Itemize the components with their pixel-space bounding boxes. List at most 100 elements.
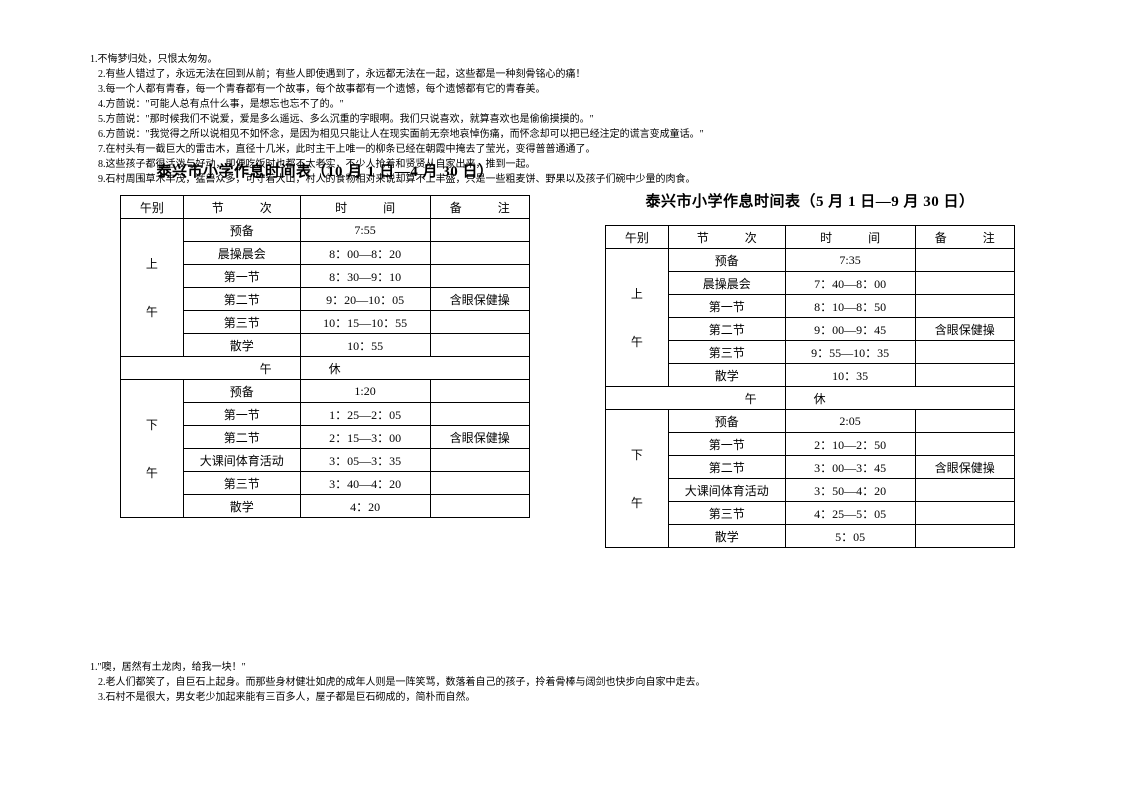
- cell-time: 10：15—10：55: [300, 311, 430, 334]
- hdr-period: 午别: [121, 196, 184, 219]
- cell-remark: [430, 449, 529, 472]
- hdr-section: 节 次: [668, 226, 785, 249]
- cell-remark: 含眼保健操: [430, 288, 529, 311]
- table-row: 上午 预备 7:35: [606, 249, 1015, 272]
- cell-remark: [430, 311, 529, 334]
- table-header-row: 午别 节 次 时 间 备 注: [121, 196, 530, 219]
- cell-remark: [915, 364, 1014, 387]
- noon-break-row: 午 休: [606, 387, 1015, 410]
- hdr-remark: 备 注: [430, 196, 529, 219]
- cell-section: 预备: [183, 380, 300, 403]
- cell-section: 第一节: [668, 433, 785, 456]
- period-morning: 上午: [121, 219, 184, 357]
- cell-section: 预备: [668, 410, 785, 433]
- cell-time: 4：25—5：05: [785, 502, 915, 525]
- cell-time: 3：50—4：20: [785, 479, 915, 502]
- note-line: 3.每一个人都有青春，每一个青春都有一个故事，每个故事都有一个遗憾，每个遗憾都有…: [90, 82, 704, 97]
- cell-section: 第二节: [668, 456, 785, 479]
- note-line: 3.石村不是很大，男女老少加起来能有三百多人，屋子都是巨石砌成的，简朴而自然。: [90, 690, 706, 705]
- cell-remark: [915, 410, 1014, 433]
- noon-left: 午: [606, 387, 786, 410]
- cell-time: 9：00—9：45: [785, 318, 915, 341]
- schedule-summer: 泰兴市小学作息时间表（5 月 1 日—9 月 30 日） 午别 节 次 时 间 …: [605, 190, 1015, 548]
- cell-section: 第三节: [183, 472, 300, 495]
- note-line: 5.方茴说："那时候我们不说爱，爱是多么遥远、多么沉重的字眼啊。我们只说喜欢，就…: [90, 112, 704, 127]
- cell-time: 2：15—3：00: [300, 426, 430, 449]
- noon-left: 午: [121, 357, 301, 380]
- cell-remark: [915, 433, 1014, 456]
- cell-section: 预备: [668, 249, 785, 272]
- cell-remark: 含眼保健操: [915, 456, 1014, 479]
- noon-break-row: 午 休: [121, 357, 530, 380]
- table-row: 上午 预备 7:55: [121, 219, 530, 242]
- cell-time: 7:55: [300, 219, 430, 242]
- schedule-table: 午别 节 次 时 间 备 注 上午 预备 7:35 晨操晨会 7：40—8：00…: [605, 225, 1015, 548]
- cell-time: 8：00—8：20: [300, 242, 430, 265]
- cell-section: 第三节: [183, 311, 300, 334]
- hdr-period: 午别: [606, 226, 669, 249]
- hdr-remark: 备 注: [915, 226, 1014, 249]
- cell-remark: [430, 242, 529, 265]
- cell-section: 第三节: [668, 341, 785, 364]
- cell-section: 大课间体育活动: [183, 449, 300, 472]
- cell-time: 8：10—8：50: [785, 295, 915, 318]
- cell-time: 2：10—2：50: [785, 433, 915, 456]
- cell-time: 9：20—10：05: [300, 288, 430, 311]
- cell-time: 5：05: [785, 525, 915, 548]
- cell-time: 3：05—3：35: [300, 449, 430, 472]
- cell-section: 晨操晨会: [183, 242, 300, 265]
- cell-section: 散学: [668, 364, 785, 387]
- period-morning: 上午: [606, 249, 669, 387]
- cell-section: 第二节: [183, 426, 300, 449]
- schedule-winter: 泰兴市小学作息时间表（10 月 1 日—4 月 30 日） 午别 节 次 时 间…: [120, 160, 530, 518]
- cell-section: 第二节: [668, 318, 785, 341]
- bottom-notes: 1."噢，居然有土龙肉，给我一块！" 2.老人们都笑了，自巨石上起身。而那些身材…: [90, 660, 706, 705]
- table-row: 下午 预备 1:20: [121, 380, 530, 403]
- cell-remark: [430, 472, 529, 495]
- schedule-title: 泰兴市小学作息时间表（5 月 1 日—9 月 30 日）: [605, 190, 1015, 225]
- note-line: 2.老人们都笑了，自巨石上起身。而那些身材健壮如虎的成年人则是一阵笑骂，数落着自…: [90, 675, 706, 690]
- period-afternoon: 下午: [606, 410, 669, 548]
- period-afternoon: 下午: [121, 380, 184, 518]
- cell-time: 3：00—3：45: [785, 456, 915, 479]
- cell-section: 第一节: [183, 403, 300, 426]
- cell-time: 1:20: [300, 380, 430, 403]
- cell-remark: [430, 219, 529, 242]
- cell-remark: 含眼保健操: [915, 318, 1014, 341]
- cell-section: 散学: [183, 495, 300, 518]
- cell-remark: [915, 249, 1014, 272]
- hdr-section: 节 次: [183, 196, 300, 219]
- cell-remark: [915, 341, 1014, 364]
- note-line: 1."噢，居然有土龙肉，给我一块！": [90, 660, 706, 675]
- schedule-table: 午别 节 次 时 间 备 注 上午 预备 7:55 晨操晨会 8：00—8：20…: [120, 195, 530, 518]
- cell-section: 第二节: [183, 288, 300, 311]
- schedule-title: 泰兴市小学作息时间表（10 月 1 日—4 月 30 日）: [120, 160, 530, 195]
- cell-remark: [430, 495, 529, 518]
- note-line: 6.方茴说："我觉得之所以说相见不如怀念，是因为相见只能让人在现实面前无奈地哀悼…: [90, 127, 704, 142]
- cell-remark: [915, 479, 1014, 502]
- cell-time: 2:05: [785, 410, 915, 433]
- cell-remark: [915, 525, 1014, 548]
- cell-section: 第一节: [668, 295, 785, 318]
- cell-remark: 含眼保健操: [430, 426, 529, 449]
- cell-remark: [915, 295, 1014, 318]
- cell-time: 1：25—2：05: [300, 403, 430, 426]
- table-row: 下午 预备 2:05: [606, 410, 1015, 433]
- cell-remark: [430, 403, 529, 426]
- note-line: 1.不悔梦归处，只恨太匆匆。: [90, 52, 704, 67]
- note-line: 2.有些人错过了，永远无法在回到从前；有些人即使遇到了，永远都无法在一起，这些都…: [90, 67, 704, 82]
- cell-time: 10：55: [300, 334, 430, 357]
- cell-remark: [430, 265, 529, 288]
- cell-time: 7:35: [785, 249, 915, 272]
- cell-section: 散学: [183, 334, 300, 357]
- cell-time: 8：30—9：10: [300, 265, 430, 288]
- cell-time: 10：35: [785, 364, 915, 387]
- noon-right: 休: [300, 357, 529, 380]
- hdr-time: 时 间: [300, 196, 430, 219]
- cell-section: 晨操晨会: [668, 272, 785, 295]
- cell-remark: [915, 272, 1014, 295]
- hdr-time: 时 间: [785, 226, 915, 249]
- cell-section: 散学: [668, 525, 785, 548]
- cell-section: 预备: [183, 219, 300, 242]
- cell-time: 3：40—4：20: [300, 472, 430, 495]
